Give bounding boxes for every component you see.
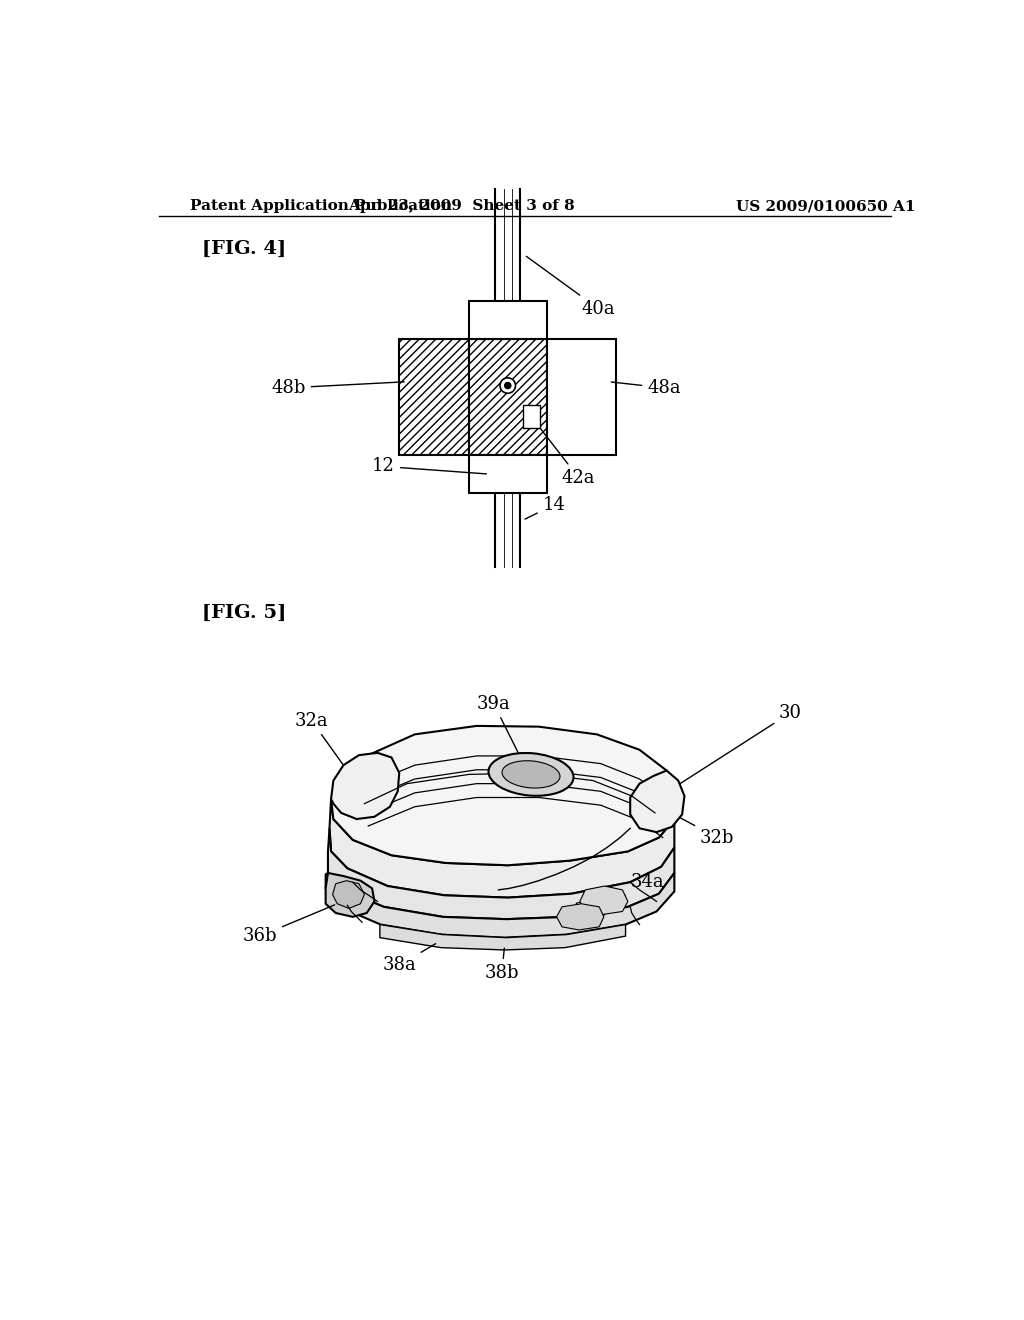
- Polygon shape: [557, 904, 604, 929]
- Text: 40a: 40a: [526, 256, 615, 318]
- Text: 48a: 48a: [611, 379, 681, 397]
- Text: [FIG. 5]: [FIG. 5]: [202, 603, 286, 622]
- Polygon shape: [380, 924, 626, 950]
- Polygon shape: [547, 339, 616, 455]
- Polygon shape: [469, 455, 547, 494]
- Circle shape: [505, 383, 511, 388]
- Text: 30: 30: [673, 704, 802, 788]
- Circle shape: [500, 378, 515, 393]
- Ellipse shape: [488, 752, 573, 796]
- Text: 32a: 32a: [295, 711, 355, 781]
- Polygon shape: [331, 726, 678, 866]
- Polygon shape: [326, 873, 675, 937]
- Polygon shape: [328, 829, 675, 919]
- Text: 38a: 38a: [382, 944, 435, 974]
- Ellipse shape: [502, 760, 560, 788]
- Polygon shape: [580, 886, 628, 915]
- Polygon shape: [333, 880, 365, 908]
- Text: Apr. 23, 2009  Sheet 3 of 8: Apr. 23, 2009 Sheet 3 of 8: [348, 199, 574, 213]
- Text: 42a: 42a: [532, 418, 596, 487]
- Text: 34b: 34b: [573, 903, 608, 920]
- Text: 36b: 36b: [243, 904, 335, 945]
- Text: 48b: 48b: [271, 379, 404, 397]
- Text: Patent Application Publication: Patent Application Publication: [190, 199, 452, 213]
- Polygon shape: [331, 752, 399, 818]
- Polygon shape: [326, 873, 375, 917]
- Text: 14: 14: [525, 496, 565, 519]
- Polygon shape: [330, 799, 675, 898]
- Text: 32b: 32b: [681, 818, 734, 846]
- Text: 34a: 34a: [612, 874, 664, 903]
- Text: 38b: 38b: [484, 948, 519, 982]
- Polygon shape: [630, 771, 684, 832]
- Text: 12: 12: [372, 458, 486, 475]
- Polygon shape: [399, 339, 469, 455]
- Text: [FIG. 4]: [FIG. 4]: [202, 240, 286, 259]
- Text: 39a: 39a: [477, 694, 522, 760]
- Polygon shape: [469, 339, 547, 455]
- Polygon shape: [523, 405, 541, 428]
- Text: US 2009/0100650 A1: US 2009/0100650 A1: [736, 199, 915, 213]
- Polygon shape: [469, 301, 547, 339]
